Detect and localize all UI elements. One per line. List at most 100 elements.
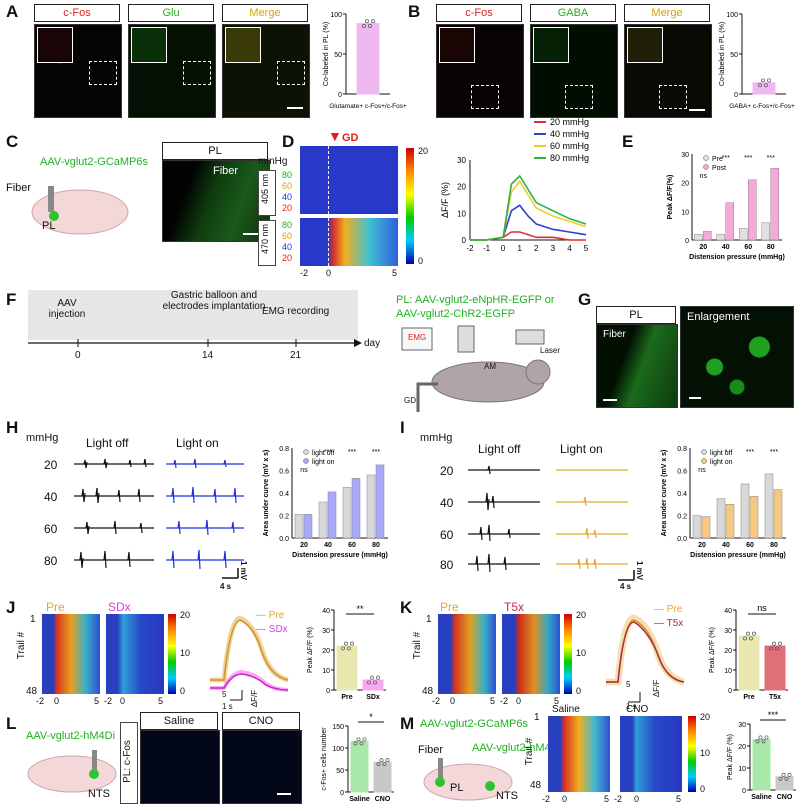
- f-timeline-arrow: [28, 339, 362, 347]
- y-tick-label: 100: [726, 12, 738, 19]
- y-tick-label: 0.2: [677, 514, 687, 521]
- l-image-saline: [140, 730, 220, 804]
- x-tick-label: 20: [699, 244, 707, 251]
- k-xt-1: -2: [432, 696, 441, 706]
- j-ylabel: Trail #: [16, 631, 28, 660]
- k-scale-y: 5: [626, 680, 631, 689]
- g-image-enlargement: Enlargement: [680, 306, 794, 408]
- l-brain-schematic: [27, 750, 117, 793]
- chart-h: 0.8 0.6 0.4 0.2 0.0 Area under curve (mV x s)…: [263, 446, 388, 559]
- y-tick-label: 0.4: [677, 491, 687, 498]
- i-row-80: 80: [440, 558, 454, 572]
- y-tick-label: 0: [734, 92, 738, 99]
- data-point: [379, 758, 384, 763]
- x-tick-label: CNO: [375, 796, 391, 803]
- k-xt-4: -2: [500, 696, 509, 706]
- j-colorbar: [168, 614, 176, 694]
- bar: [749, 496, 759, 539]
- bar: [350, 740, 369, 793]
- y-tick-label: 20: [738, 744, 746, 751]
- y-tick-label: 0: [326, 688, 330, 695]
- data-point: [752, 631, 756, 636]
- bar: [725, 202, 734, 241]
- m-xt-4: -2: [614, 794, 623, 804]
- d-cbar-min: 0: [418, 256, 424, 266]
- x-tick-label: T5x: [769, 694, 781, 701]
- legend-label: 20 mmHg: [550, 117, 589, 127]
- y-axis-label: Peak ΔF/F (%): [727, 734, 734, 780]
- bar: [366, 474, 376, 539]
- x-tick-label: Saline: [349, 796, 370, 803]
- h-row-80: 80: [44, 554, 58, 568]
- data-point: [362, 737, 367, 742]
- j-heatmap-sdx: [106, 614, 164, 694]
- c-fiber-label: Fiber: [6, 182, 32, 194]
- y-tick-label: 50: [336, 768, 344, 775]
- j-xt-4: -2: [104, 696, 113, 706]
- l-nts-label: NTS: [88, 788, 110, 800]
- m-heatmap-cno: [620, 716, 682, 792]
- f-step-aav: AAV injection: [48, 298, 86, 320]
- m-xt-2: 0: [562, 794, 568, 804]
- y-tick-label: 50: [334, 52, 342, 59]
- data-point: [781, 772, 786, 777]
- j-scale-y: 5: [222, 690, 227, 699]
- f-unit-day: day: [364, 338, 381, 349]
- x-tick-label: 80: [767, 244, 775, 251]
- chart-j: 40 30 20 10 0 Peak ΔF/F (%) Pre SDx **: [307, 604, 386, 701]
- legend-label: 80 mmHg: [550, 153, 589, 163]
- y-tick-label: 30: [738, 722, 746, 729]
- data-point: [772, 641, 776, 646]
- l-title-saline: Saline: [140, 712, 218, 730]
- x-tick-label: 80: [372, 542, 380, 549]
- y-tick-label: 0.2: [279, 514, 289, 521]
- b-title-cfos: c-Fos: [436, 4, 522, 22]
- significance-label: ***: [348, 449, 356, 456]
- bar: [752, 738, 771, 791]
- bar: [694, 234, 703, 241]
- c-pl-label: PL: [42, 220, 56, 232]
- m-virus-1: AAV-vglut2-GCaMP6s: [420, 718, 529, 730]
- legend-label: Post: [712, 165, 726, 172]
- x-tick-label: 1: [517, 244, 522, 253]
- j-yt1: 1: [30, 614, 36, 625]
- i-row-20: 20: [440, 464, 454, 478]
- f-step-balloon: Gastric balloon and electrodes implantat…: [162, 290, 266, 312]
- d-colorbar: [406, 148, 414, 264]
- data-point: [761, 739, 766, 744]
- data-point: [743, 636, 747, 641]
- m-xt-6: 5: [676, 794, 682, 804]
- h-scale-t: 4 s: [220, 582, 232, 591]
- legend-swatch: [303, 458, 309, 464]
- h-light-off: Light off: [86, 436, 129, 450]
- m-colorbar: [688, 716, 696, 792]
- a-image-cfos: [34, 24, 122, 118]
- m-cbar-mid: 10: [700, 748, 711, 758]
- significance-label: *: [369, 712, 373, 722]
- y-tick-label: 0.8: [677, 446, 687, 453]
- significance-label: ***: [746, 449, 754, 456]
- x-tick-label: 40: [722, 244, 730, 251]
- h-mmhg: mmHg: [26, 432, 59, 444]
- legend-label: Pre: [712, 156, 723, 163]
- m-nts-label: NTS: [496, 790, 518, 802]
- j-cbar-max: 20: [180, 610, 191, 620]
- bar: [725, 504, 735, 539]
- j-heat-title-pre: Pre: [46, 600, 65, 614]
- bar: [770, 168, 779, 241]
- chart-i: 0.8 0.6 0.4 0.2 0.0 Area under curve (mV x s)…: [661, 446, 786, 559]
- k-colorbar: [564, 614, 572, 694]
- d-470-p60: 60: [282, 231, 293, 241]
- x-tick-label: 0: [501, 244, 506, 253]
- series-line: [470, 231, 586, 241]
- panel-label-m: M: [400, 714, 415, 733]
- bar: [740, 483, 750, 539]
- d-405-p20: 20: [282, 203, 293, 213]
- m-heatmap-saline: [548, 716, 610, 792]
- y-tick-label: 40: [724, 608, 732, 615]
- bar: [342, 487, 352, 539]
- significance-label: ***: [770, 449, 778, 456]
- bar: [773, 489, 783, 539]
- i-light-on: Light on: [560, 442, 603, 456]
- bar: [336, 645, 358, 691]
